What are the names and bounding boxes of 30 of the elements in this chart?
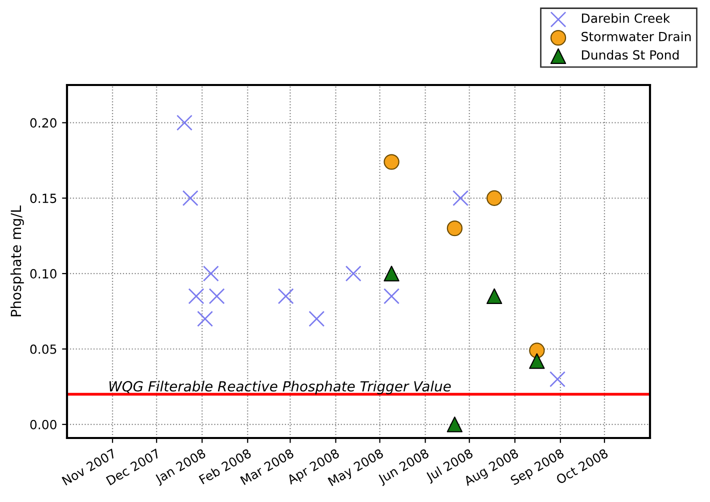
y-tick-label: 0.00 [30,420,56,430]
y-tick-label: 0.05 [30,344,56,354]
y-axis-title: Phosphate mg/L [10,205,24,316]
point [384,288,400,304]
point [384,154,400,170]
point [384,266,400,282]
legend-label: Stormwater Drain [582,32,691,42]
point [308,310,325,327]
point [202,266,219,282]
y-tick-label: 0.15 [30,194,56,204]
point [182,190,198,206]
point [550,371,566,388]
y-tick-label: 0.20 [30,118,56,128]
ref-line-label: WQG Filterable Reactive Phosphate Trigger Value [109,380,451,394]
point [345,266,362,282]
point [446,220,463,236]
point [208,288,225,304]
legend-label: Darebin Creek [582,13,670,23]
point [486,288,502,304]
point [529,353,545,369]
point [529,342,545,358]
y-tick-label: 0.10 [30,269,56,278]
point [188,288,204,304]
point [278,288,294,304]
point [452,190,469,206]
point [197,310,214,327]
point [486,190,502,206]
legend-label: Dundas St Pond [582,50,679,60]
point [446,416,463,432]
point [176,114,192,131]
